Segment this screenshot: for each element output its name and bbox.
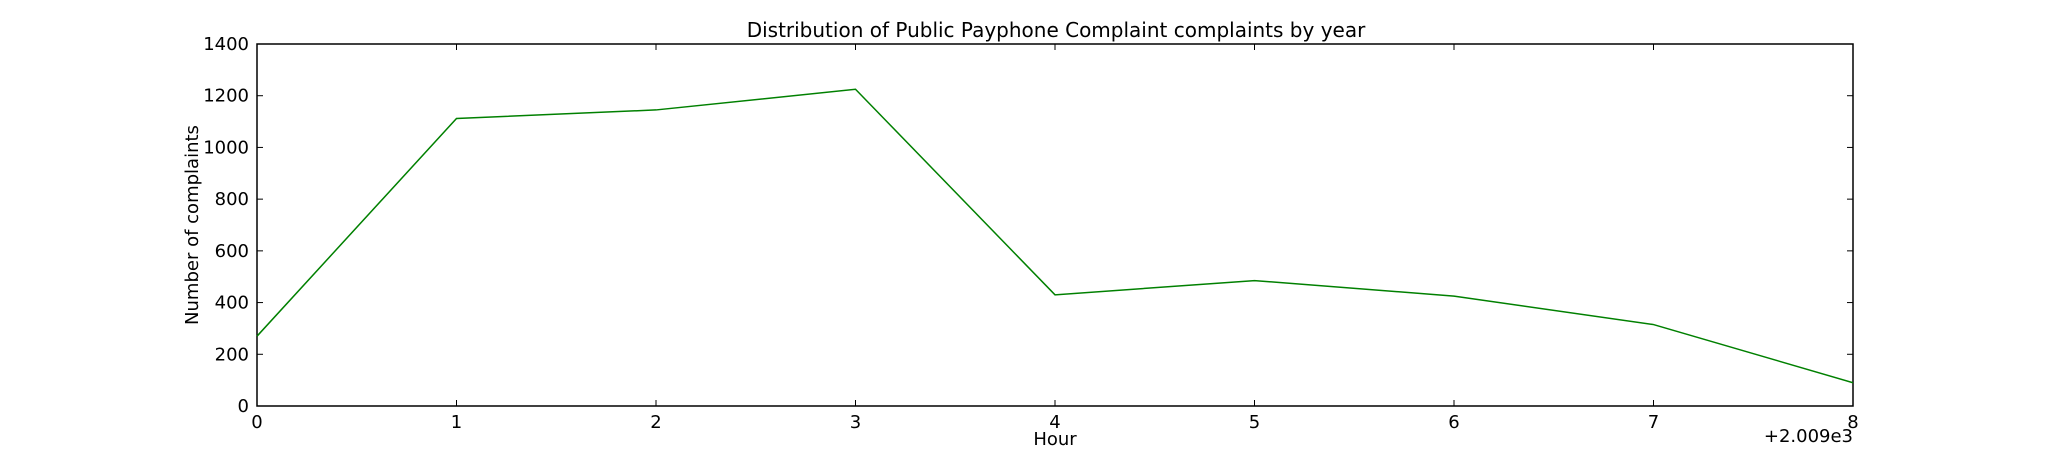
x-tick-label: 4 xyxy=(1049,412,1060,433)
x-axis-label: Hour xyxy=(1033,429,1077,450)
y-axis: 0 200 400 600 800 1000 1200 1400 xyxy=(203,34,1853,417)
y-tick-label: 400 xyxy=(215,293,249,314)
y-tick-label: 800 xyxy=(215,189,249,210)
x-offset-label: +2.009e3 xyxy=(1764,426,1853,447)
x-tick-label: 8 xyxy=(1847,412,1858,433)
x-tick-label: 7 xyxy=(1648,412,1659,433)
x-tick-label: 1 xyxy=(451,412,462,433)
y-axis-label: Number of complaints xyxy=(182,125,203,325)
y-tick-label: 1400 xyxy=(203,34,249,55)
x-tick-label: 6 xyxy=(1448,412,1459,433)
plot-area xyxy=(256,43,1854,407)
x-axis: 0 1 2 3 4 5 6 7 8 xyxy=(251,44,1859,433)
y-tick-label: 600 xyxy=(215,241,249,262)
x-tick-label: 3 xyxy=(850,412,861,433)
y-tick-label: 0 xyxy=(238,396,249,417)
x-tick-label: 0 xyxy=(251,412,262,433)
chart-title: Distribution of Public Payphone Complain… xyxy=(747,18,1366,42)
y-tick-label: 1000 xyxy=(203,137,249,158)
x-tick-label: 5 xyxy=(1249,412,1260,433)
x-tick-label: 2 xyxy=(650,412,661,433)
series-line xyxy=(256,88,1854,384)
y-tick-label: 200 xyxy=(215,344,249,365)
y-tick-label: 1200 xyxy=(203,86,249,107)
